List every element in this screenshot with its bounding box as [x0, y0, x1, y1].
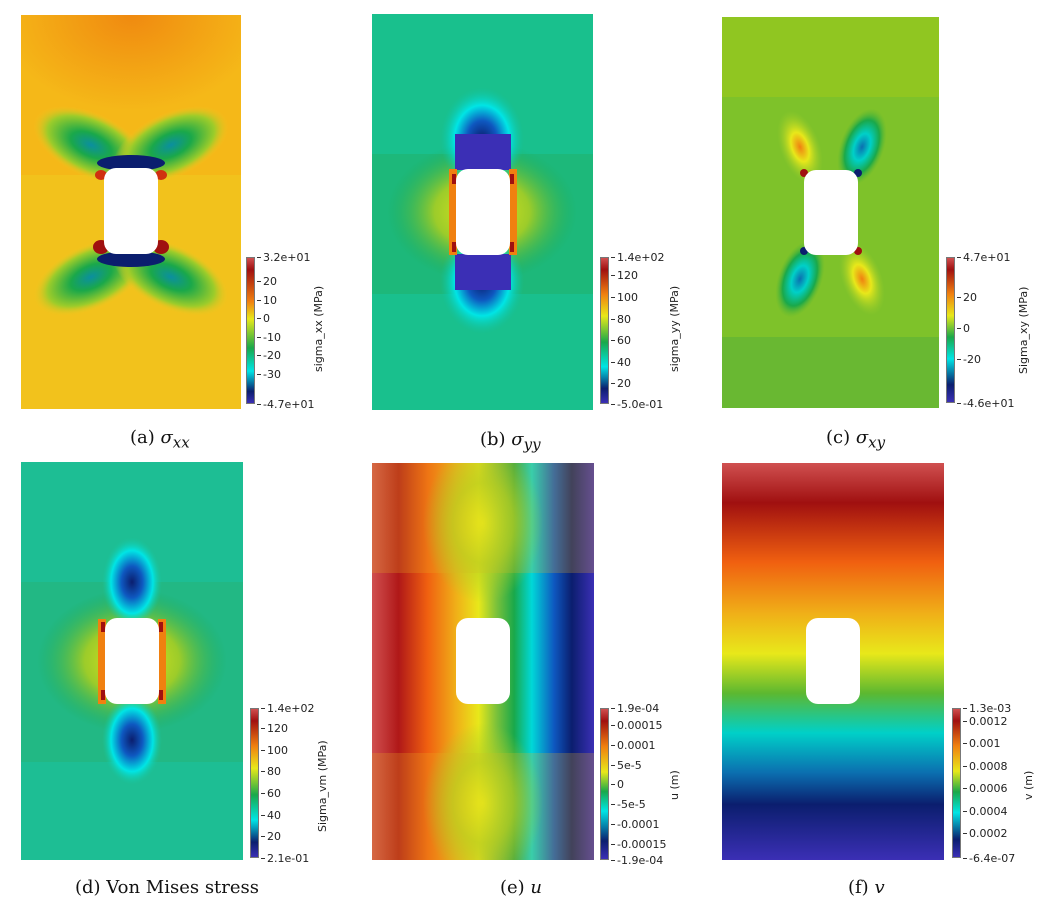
- colorbar-tick: 20: [957, 291, 977, 304]
- colorbar-tick: 80: [261, 765, 281, 778]
- caption-symbol: v: [874, 877, 885, 898]
- hole: [456, 169, 510, 255]
- caption-prefix: (e): [500, 877, 531, 898]
- colorbar-min-label: -6.4e-07: [962, 852, 1016, 865]
- colorbar-tick: 0.0006: [963, 782, 1008, 795]
- colorbar-tick: -5e-5: [611, 798, 646, 811]
- field-sigma-xx: [21, 15, 241, 409]
- field-sigma-yy: [372, 14, 593, 410]
- hole: [456, 618, 510, 704]
- colorbar-tick: 0.0008: [963, 760, 1008, 773]
- caption-f: (f) v: [848, 877, 885, 898]
- colorbar-tick: 10: [257, 294, 277, 307]
- caption-symbol: σ: [160, 427, 173, 448]
- colorbar-tick: 0.0004: [963, 805, 1008, 818]
- colorbar-d: [250, 708, 259, 858]
- colorbar-tick: 0.0002: [963, 827, 1008, 840]
- caption-d: (d) Von Mises stress: [75, 877, 259, 898]
- hole: [104, 168, 158, 254]
- colorbar-b: [600, 257, 609, 404]
- colorbar-tick: -20: [257, 349, 281, 362]
- colorbar-tick: 100: [261, 744, 288, 757]
- colorbar-tick: 20: [257, 275, 277, 288]
- colorbar-tick: 40: [611, 356, 631, 369]
- caption-c: (c) σxy: [826, 427, 885, 452]
- caption-prefix: (d) Von Mises stress: [75, 877, 260, 898]
- colorbar-tick: 60: [261, 787, 281, 800]
- colorbar-tick: 0.0001: [611, 739, 656, 752]
- colorbar-tick: 0.0012: [963, 715, 1008, 728]
- colorbar-tick: 80: [611, 313, 631, 326]
- colorbar-max-label: 1.4e+02: [610, 251, 665, 264]
- colorbar-tick: -30: [257, 368, 281, 381]
- hole: [806, 618, 860, 704]
- colorbar-tick: 40: [261, 809, 281, 822]
- colorbar-title: sigma_yy (MPa): [668, 285, 681, 372]
- colorbar-max-label: 1.3e-03: [962, 702, 1012, 715]
- colorbar-tick: 20: [611, 377, 631, 390]
- colorbar-min-label: -1.9e-04: [610, 854, 664, 867]
- caption-b: (b) σyy: [480, 429, 541, 454]
- hole: [804, 170, 858, 255]
- colorbar-min-label: -5.0e-01: [610, 398, 664, 411]
- caption-symbol: σ: [511, 429, 524, 450]
- field-sigma-xy: [722, 17, 939, 408]
- caption-prefix: (b): [480, 429, 512, 450]
- colorbar-max-label: 1.9e-04: [610, 702, 660, 715]
- colorbar-min-label: 2.1e-01: [260, 852, 310, 865]
- colorbar-f: [952, 708, 961, 858]
- colorbar-tick: 0.001: [963, 737, 1001, 750]
- colorbar-a: [246, 257, 255, 404]
- hole: [105, 618, 159, 704]
- colorbar-tick: 20: [261, 830, 281, 843]
- colorbar-tick: 100: [611, 291, 638, 304]
- colorbar-tick: 0.00015: [611, 719, 663, 732]
- caption-prefix: (a): [130, 427, 161, 448]
- colorbar-title: v (m): [1022, 770, 1035, 800]
- field-v: [722, 463, 944, 860]
- colorbar-title: sigma_xx (MPa): [312, 285, 325, 372]
- colorbar-title: Sigma_xy (MPa): [1017, 286, 1030, 374]
- caption-a: (a) σxx: [130, 427, 190, 452]
- caption-e: (e) u: [500, 877, 542, 898]
- caption-prefix: (f): [848, 877, 875, 898]
- colorbar-tick: 5e-5: [611, 759, 642, 772]
- field-von-mises: [21, 462, 243, 860]
- colorbar-tick: -0.0001: [610, 818, 660, 831]
- caption-sub: xx: [172, 433, 190, 452]
- colorbar-tick: -20: [957, 353, 981, 366]
- field-u: [372, 463, 594, 860]
- colorbar-min-label: -4.6e+01: [956, 397, 1015, 410]
- colorbar-tick: 60: [611, 334, 631, 347]
- colorbar-max-label: 3.2e+01: [256, 251, 311, 264]
- colorbar-title: Sigma_vm (MPa): [316, 740, 329, 832]
- colorbar-tick: -0.00015: [610, 838, 667, 851]
- colorbar-title: u (m): [668, 770, 681, 800]
- colorbar-min-label: -4.7e+01: [256, 398, 315, 411]
- colorbar-e: [600, 708, 609, 860]
- colorbar-tick: -10: [257, 331, 281, 344]
- colorbar-c: [946, 257, 955, 403]
- colorbar-tick: 0: [957, 322, 970, 335]
- caption-symbol: σ: [855, 427, 869, 448]
- colorbar-max-label: 4.7e+01: [956, 251, 1011, 264]
- colorbar-tick: 120: [261, 722, 288, 735]
- caption-symbol: u: [530, 877, 543, 898]
- caption-prefix: (c): [826, 427, 856, 448]
- colorbar-tick: 0: [611, 778, 624, 791]
- caption-sub: yy: [523, 435, 541, 454]
- colorbar-tick: 0: [257, 312, 270, 325]
- colorbar-tick: 120: [611, 269, 638, 282]
- colorbar-max-label: 1.4e+02: [260, 702, 315, 715]
- caption-sub: xy: [868, 433, 886, 452]
